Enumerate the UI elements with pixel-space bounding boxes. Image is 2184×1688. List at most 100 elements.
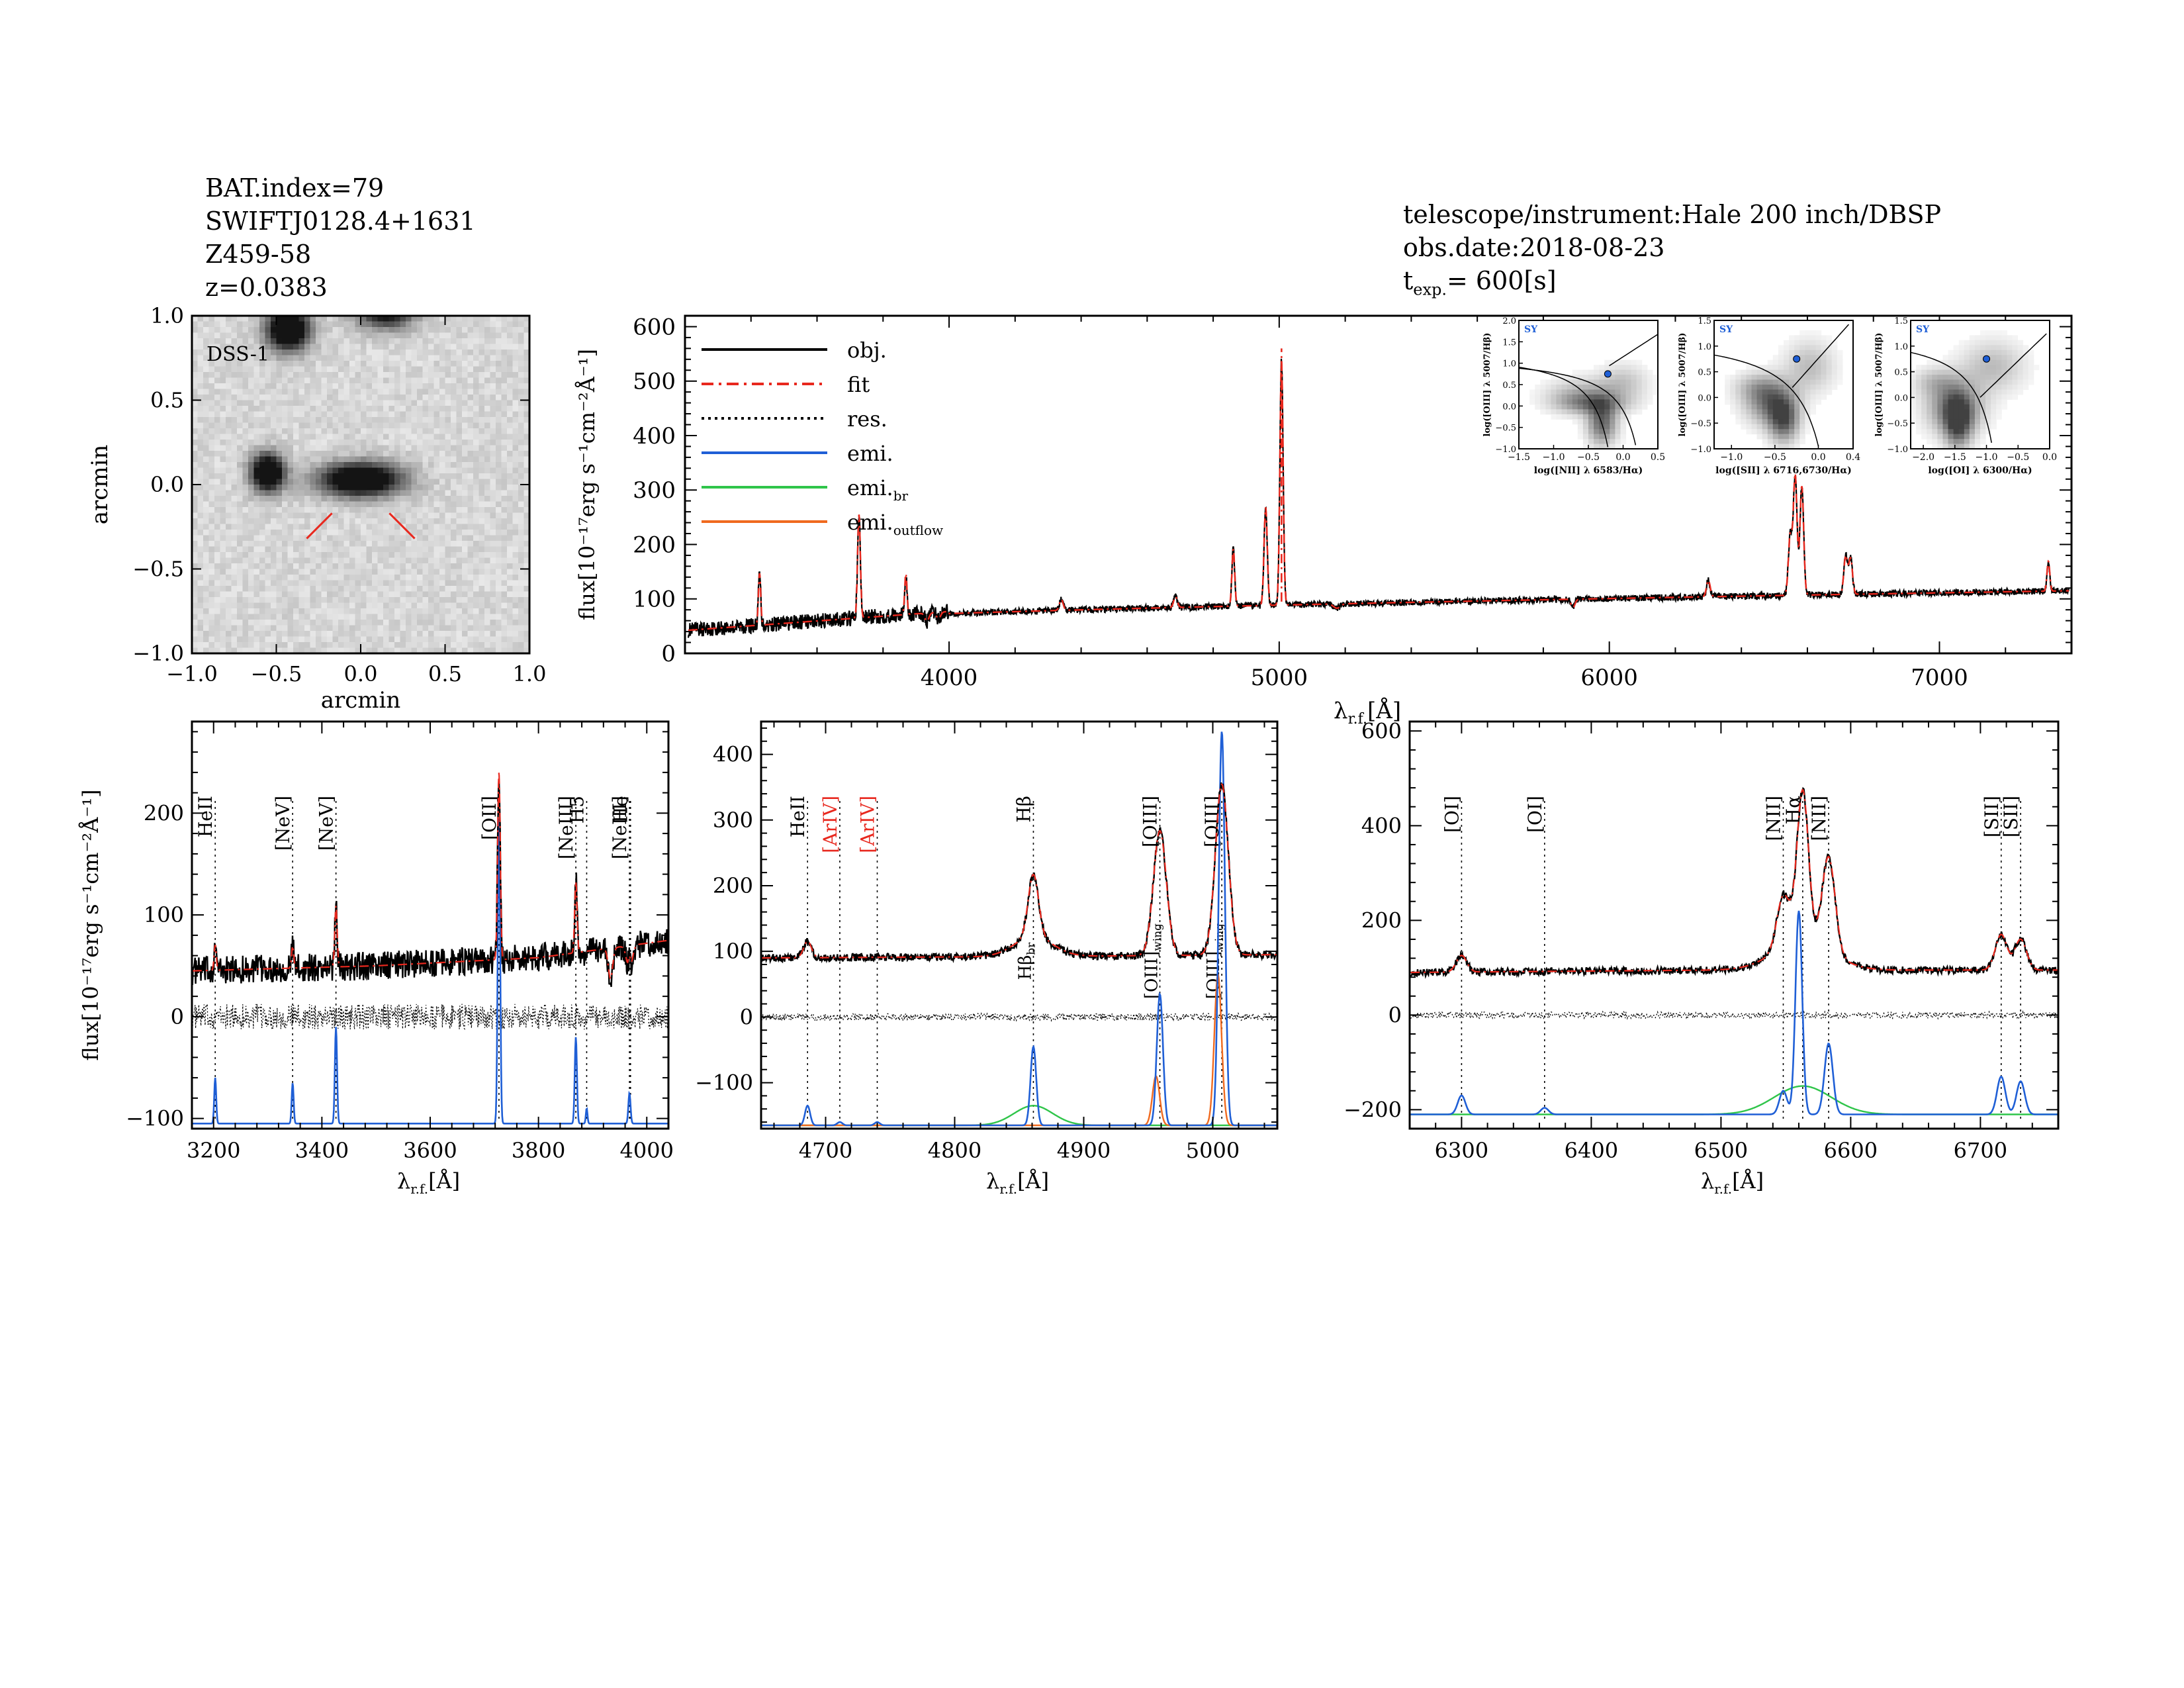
image-pixel [282, 389, 289, 395]
image-pixel [220, 530, 226, 536]
image-pixel [287, 485, 294, 491]
image-pixel [203, 512, 210, 519]
image-pixel [304, 496, 311, 502]
image-pixel [208, 473, 215, 480]
bpt-density-cell [1964, 369, 1970, 375]
image-pixel [327, 327, 334, 334]
bpt-ytick-label: 0.5 [1502, 381, 1516, 391]
bpt-density-cell [1991, 355, 1997, 361]
bpt-density-cell [1991, 365, 1997, 371]
image-pixel [394, 395, 401, 401]
bpt-density-cell [1948, 404, 1954, 410]
bpt-density-cell [1996, 404, 2002, 410]
image-pixel [490, 383, 496, 390]
bpt-density-cell [1996, 369, 2002, 375]
image-pixel [349, 361, 356, 367]
image-pixel [406, 569, 412, 575]
image-pixel [265, 372, 271, 379]
image-pixel [467, 327, 474, 334]
bpt-density-cell [1577, 399, 1584, 405]
image-pixel [372, 316, 379, 322]
bpt-density-cell [1636, 404, 1643, 410]
bpt-density-cell [1911, 369, 1917, 375]
image-pixel [192, 467, 199, 474]
image-pixel [214, 586, 221, 592]
image-pixel [248, 557, 255, 564]
image-pixel [332, 575, 339, 581]
image-pixel [400, 586, 406, 592]
image-pixel [282, 518, 289, 525]
bpt-ytick-label: 0.0 [1502, 402, 1516, 412]
image-pixel [394, 372, 401, 379]
image-pixel [349, 501, 356, 508]
image-pixel [192, 552, 199, 559]
image-xtick-label: −1.0 [166, 661, 218, 686]
image-pixel [462, 467, 469, 474]
image-pixel [394, 344, 401, 350]
image-pixel [478, 501, 485, 508]
image-pixel [361, 417, 367, 424]
image-pixel [490, 580, 496, 586]
image-pixel [473, 518, 480, 525]
image-pixel [321, 507, 328, 514]
image-pixel [523, 332, 530, 339]
bpt-density-cell [1996, 350, 2002, 355]
bpt-density-cell [1789, 340, 1795, 346]
image-pixel [523, 608, 530, 615]
bpt-density-cell [1805, 409, 1811, 415]
image-pixel [343, 406, 350, 412]
image-pixel [253, 479, 260, 485]
image-pixel [496, 524, 502, 530]
image-pixel [293, 332, 300, 339]
bpt-density-cell [2012, 335, 2019, 341]
image-pixel [406, 541, 412, 547]
image-pixel [512, 445, 519, 451]
bpt-density-cell [1805, 399, 1811, 405]
image-pixel [338, 507, 345, 514]
bpt-density-cell [1948, 429, 1954, 435]
bpt-density-cell [1932, 394, 1938, 400]
bpt-density-cell [1594, 434, 1600, 440]
line-marker-label: [NeIII] [555, 796, 577, 859]
image-pixel [355, 546, 361, 553]
image-pixel [512, 496, 519, 502]
image-pixel [208, 417, 215, 424]
image-pixel [338, 366, 345, 373]
image-pixel [422, 541, 429, 547]
image-pixel [377, 608, 384, 615]
bpt-density-cell [1620, 375, 1627, 381]
bpt-density-cell [2012, 345, 2019, 351]
image-pixel [316, 440, 322, 446]
image-pixel [422, 434, 429, 440]
image-pixel [316, 541, 322, 547]
image-pixel [231, 383, 238, 390]
image-pixel [304, 456, 311, 463]
image-pixel [327, 467, 334, 474]
image-pixel [422, 422, 429, 429]
image-pixel [406, 383, 412, 390]
image-pixel [383, 400, 390, 406]
image-pixel [214, 411, 221, 418]
image-pixel [462, 591, 469, 598]
image-pixel [388, 642, 395, 649]
image-pixel [327, 575, 334, 581]
image-pixel [332, 636, 339, 643]
image-pixel [298, 434, 305, 440]
image-pixel [276, 462, 283, 469]
image-pixel [512, 350, 519, 356]
image-pixel [259, 496, 266, 502]
image-pixel [462, 473, 469, 480]
image-pixel [490, 321, 496, 328]
image-pixel [321, 327, 328, 334]
bpt-density-cell [1953, 434, 1960, 440]
bpt-density-cell [1985, 409, 1991, 415]
image-pixel [304, 586, 311, 592]
image-pixel [400, 501, 406, 508]
bpt-density-cell [1778, 385, 1784, 390]
bpt-density-cell [1567, 385, 1573, 390]
image-pixel [332, 490, 339, 496]
bpt-density-cell [1921, 389, 1927, 395]
bpt-density-cell [2007, 340, 2013, 346]
image-pixel [490, 636, 496, 643]
image-pixel [518, 479, 525, 485]
